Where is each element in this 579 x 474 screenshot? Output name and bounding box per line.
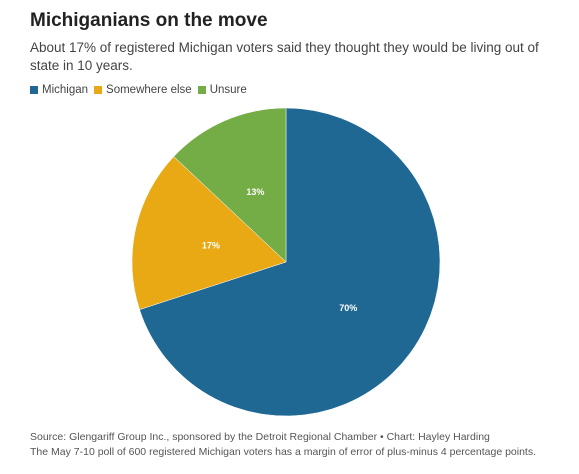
legend: Michigan Somewhere else Unsure bbox=[30, 84, 253, 96]
chart-title: Michiganians on the move bbox=[30, 10, 268, 31]
legend-swatch-somewhere-else bbox=[94, 86, 103, 94]
legend-swatch-unsure bbox=[197, 86, 206, 94]
pie-label-somewhere-else: 17% bbox=[202, 241, 220, 251]
chart-footer: Source: Glengariff Group Inc., sponsored… bbox=[30, 430, 570, 459]
legend-label-somewhere-else: Somewhere else bbox=[106, 84, 192, 96]
legend-item-michigan: Michigan bbox=[30, 84, 88, 96]
pie-slice-michigan bbox=[139, 107, 441, 417]
legend-item-somewhere-else: Somewhere else bbox=[94, 84, 192, 96]
pie-label-unsure: 13% bbox=[246, 187, 264, 197]
pie-slice-unsure bbox=[173, 107, 287, 263]
chart-subtitle: About 17% of registered Michigan voters … bbox=[30, 40, 539, 73]
legend-label-unsure: Unsure bbox=[209, 84, 247, 96]
poll-note: The May 7-10 poll of 600 registered Mich… bbox=[30, 445, 537, 458]
legend-label-michigan: Michigan bbox=[42, 84, 89, 96]
pie-label-michigan: 70% bbox=[339, 303, 357, 313]
source-note: Source: Glengariff Group Inc., sponsored… bbox=[30, 431, 490, 443]
legend-swatch-michigan bbox=[30, 86, 38, 94]
pie-slice-somewhere-else bbox=[131, 156, 287, 310]
legend-item-unsure: Unsure bbox=[197, 84, 247, 96]
